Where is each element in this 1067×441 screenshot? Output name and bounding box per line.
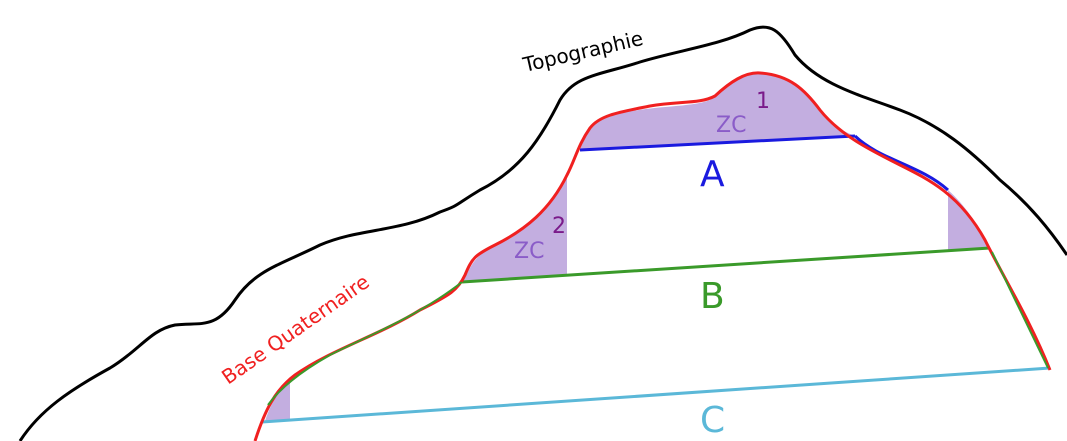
- zone-index: 1: [756, 89, 770, 114]
- level-line: [262, 368, 1050, 422]
- zone-index: 2: [552, 214, 566, 239]
- zone-label: ZC: [716, 113, 746, 138]
- level-label: B: [700, 276, 725, 317]
- level-label: A: [700, 154, 725, 195]
- topography-label: Topographie: [520, 26, 646, 77]
- base-overlay: [992, 252, 1048, 368]
- level-line: [855, 136, 948, 190]
- base-overlay: [268, 282, 462, 405]
- diagram: Topographie Base Quaternaire ZC 1 ZC 2 A…: [0, 0, 1067, 441]
- page: Topographie Base Quaternaire ZC 1 ZC 2 A…: [0, 0, 1067, 441]
- zone-label: ZC: [514, 239, 544, 264]
- base-label: Base Quaternaire: [217, 269, 374, 389]
- level-label: C: [700, 400, 725, 441]
